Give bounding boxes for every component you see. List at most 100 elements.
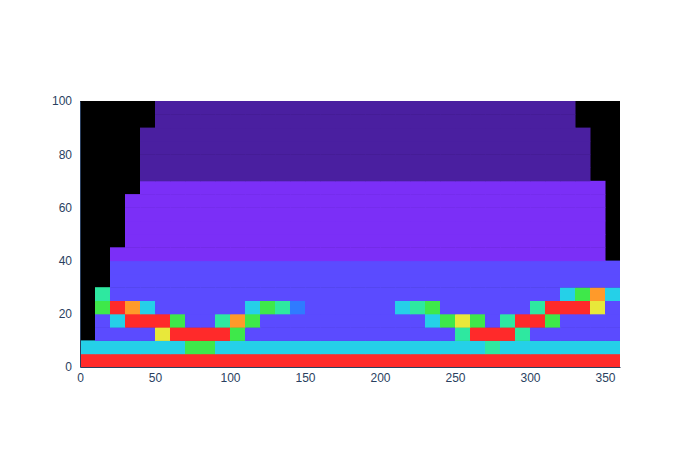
heatmap-cell bbox=[470, 327, 486, 341]
heatmap-cell bbox=[590, 261, 606, 275]
heatmap-cell bbox=[335, 234, 351, 248]
heatmap-cell bbox=[425, 141, 441, 155]
heatmap-cell bbox=[140, 314, 156, 328]
heatmap-cell bbox=[515, 101, 531, 115]
heatmap-cell bbox=[335, 287, 351, 301]
heatmap-cell bbox=[200, 114, 216, 128]
plot-background bbox=[80, 101, 620, 367]
heatmap-cell bbox=[575, 247, 591, 261]
heatmap-cell bbox=[590, 314, 606, 328]
tick: 100 bbox=[52, 94, 80, 108]
heatmap-cell bbox=[215, 340, 231, 354]
heatmap-cell bbox=[260, 314, 276, 328]
heatmap-cell bbox=[290, 234, 306, 248]
heatmap-cell bbox=[545, 114, 561, 128]
heatmap-cell bbox=[140, 141, 156, 155]
heatmap-cell bbox=[545, 247, 561, 261]
heatmap-cell bbox=[440, 314, 456, 328]
heatmap-cell bbox=[170, 327, 186, 341]
heatmap-cell bbox=[335, 314, 351, 328]
heatmap-cell bbox=[230, 221, 246, 235]
heatmap-cell bbox=[410, 327, 426, 341]
heatmap-cell bbox=[200, 128, 216, 142]
heatmap-cell bbox=[320, 114, 336, 128]
heatmap-cell bbox=[215, 221, 231, 235]
heatmap-cell bbox=[275, 247, 291, 261]
heatmap-cell bbox=[95, 287, 111, 301]
heatmap-cell bbox=[425, 314, 441, 328]
heatmap-cell bbox=[530, 327, 546, 341]
heatmap-cell bbox=[260, 114, 276, 128]
heatmap-cell bbox=[170, 247, 186, 261]
heatmap-cell bbox=[260, 194, 276, 208]
heatmap-cell bbox=[425, 168, 441, 182]
heatmap-cell bbox=[305, 114, 321, 128]
heatmap-cell bbox=[440, 128, 456, 142]
heatmap-cell bbox=[425, 181, 441, 195]
heatmap-cell bbox=[590, 234, 606, 248]
heatmap-cell bbox=[215, 128, 231, 142]
heatmap-cell bbox=[470, 234, 486, 248]
heatmap-cell bbox=[560, 194, 576, 208]
heatmap-cell bbox=[500, 114, 516, 128]
heatmap-cell bbox=[560, 354, 576, 367]
heatmap-cell bbox=[170, 128, 186, 142]
heatmap-cell bbox=[440, 287, 456, 301]
heatmap-cell bbox=[500, 261, 516, 275]
heatmap-cell bbox=[170, 287, 186, 301]
heatmap-cell bbox=[110, 354, 126, 367]
chart: 050100150200250300350020406080100 bbox=[0, 0, 700, 450]
heatmap-cell bbox=[170, 261, 186, 275]
heatmap-cell bbox=[245, 181, 261, 195]
heatmap-cell bbox=[515, 221, 531, 235]
heatmap-cell bbox=[155, 247, 171, 261]
heatmap-cell bbox=[455, 168, 471, 182]
heatmap-cell bbox=[170, 101, 186, 115]
heatmap-cell bbox=[425, 207, 441, 221]
heatmap-cell bbox=[320, 141, 336, 155]
tick-label: 50 bbox=[149, 371, 163, 385]
heatmap-cell bbox=[95, 354, 111, 367]
heatmap-cell bbox=[290, 327, 306, 341]
heatmap-cell bbox=[500, 234, 516, 248]
heatmap-cell bbox=[365, 234, 381, 248]
heatmap-cell bbox=[320, 301, 336, 315]
heatmap-cell bbox=[365, 181, 381, 195]
heatmap-cell bbox=[455, 274, 471, 288]
heatmap-cell bbox=[200, 221, 216, 235]
heatmap-cell bbox=[290, 301, 306, 315]
heatmap-cell bbox=[515, 194, 531, 208]
heatmap-cell bbox=[560, 168, 576, 182]
heatmap-cell bbox=[500, 168, 516, 182]
heatmap-cell bbox=[455, 194, 471, 208]
heatmap-cell bbox=[350, 340, 366, 354]
heatmap-cell bbox=[215, 101, 231, 115]
heatmap-cell bbox=[260, 327, 276, 341]
heatmap-cell bbox=[545, 261, 561, 275]
heatmap-cell bbox=[545, 327, 561, 341]
heatmap-cell bbox=[500, 354, 516, 367]
heatmap-cell bbox=[275, 354, 291, 367]
heatmap-cell bbox=[335, 128, 351, 142]
heatmap-cell bbox=[590, 327, 606, 341]
heatmap-cell bbox=[140, 128, 156, 142]
heatmap-cell bbox=[335, 301, 351, 315]
heatmap-cell bbox=[380, 327, 396, 341]
heatmap-cell bbox=[125, 301, 141, 315]
heatmap-cell bbox=[560, 154, 576, 168]
heatmap-cell bbox=[140, 301, 156, 315]
heatmap-cell bbox=[155, 181, 171, 195]
heatmap-cell bbox=[425, 128, 441, 142]
heatmap-cell bbox=[320, 354, 336, 367]
heatmap-cell bbox=[395, 261, 411, 275]
heatmap-cell bbox=[185, 207, 201, 221]
heatmap-cell bbox=[350, 274, 366, 288]
heatmap-cell bbox=[410, 340, 426, 354]
heatmap-cell bbox=[365, 194, 381, 208]
heatmap-cell bbox=[515, 314, 531, 328]
heatmap-cell bbox=[485, 261, 501, 275]
heatmap-cell bbox=[200, 234, 216, 248]
heatmap-cell bbox=[320, 128, 336, 142]
heatmap-cell bbox=[140, 221, 156, 235]
heatmap-cell bbox=[155, 128, 171, 142]
